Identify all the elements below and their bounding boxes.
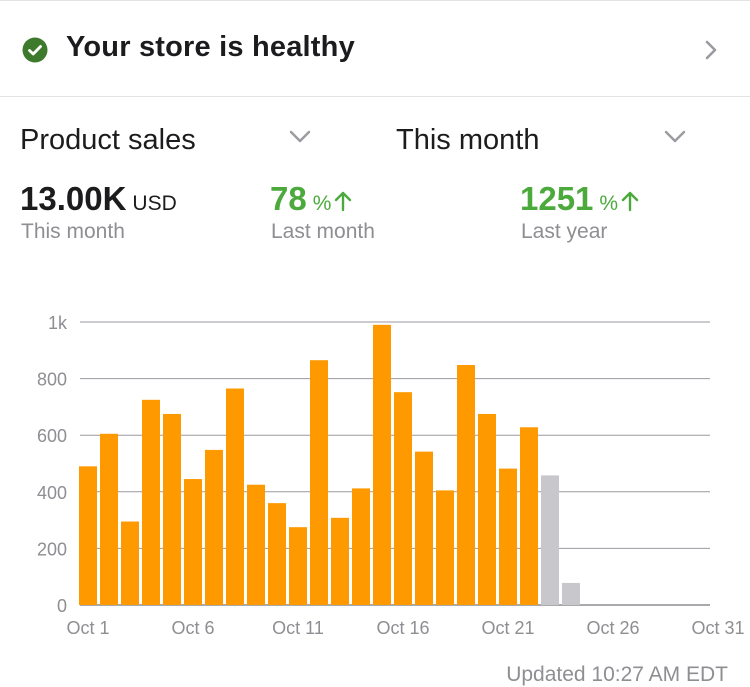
y-tick-label: 0 bbox=[57, 596, 67, 616]
y-tick-label: 600 bbox=[37, 426, 67, 446]
sales-bar bbox=[226, 388, 244, 605]
arrow-up-icon bbox=[335, 191, 352, 212]
x-tick-label: Oct 31 bbox=[691, 618, 744, 638]
sales-bar bbox=[247, 484, 265, 605]
last-month-label: Last month bbox=[271, 220, 375, 243]
metric-selector[interactable]: Product sales bbox=[20, 118, 320, 162]
store-health-text: Your store is healthy bbox=[66, 31, 355, 63]
x-tick-label: Oct 21 bbox=[481, 618, 534, 638]
period-selector[interactable]: This month bbox=[396, 118, 696, 162]
last-year-change-value: 1251 bbox=[520, 180, 594, 217]
sales-bar bbox=[394, 392, 412, 605]
chevron-right-icon[interactable] bbox=[702, 38, 720, 62]
chevron-down-icon bbox=[664, 130, 686, 143]
x-tick-label: Oct 1 bbox=[66, 618, 109, 638]
last-year-change: 1251% bbox=[520, 180, 640, 218]
x-tick-label: Oct 11 bbox=[272, 618, 324, 638]
sales-bar bbox=[373, 324, 391, 605]
last-year-label: Last year bbox=[521, 220, 608, 243]
sales-bar bbox=[142, 399, 160, 605]
sales-bar bbox=[520, 427, 538, 605]
x-tick-label: Oct 26 bbox=[586, 618, 639, 638]
sales-bar bbox=[100, 433, 118, 605]
last-month-change-unit: % bbox=[312, 192, 332, 215]
sales-bar bbox=[205, 449, 223, 605]
sales-total-value: 13.00K bbox=[20, 180, 127, 217]
y-tick-label: 1k bbox=[48, 313, 68, 333]
daily-sales-bar-chart: 0 200 400 600 800 1k Oct 1 Oct 6 Oct 11 Oct 16 Oct… bbox=[37, 313, 745, 638]
arrow-up-icon bbox=[621, 191, 639, 212]
x-tick-label: Oct 16 bbox=[376, 618, 429, 638]
sales-bar bbox=[478, 413, 496, 605]
sales-bar bbox=[121, 521, 139, 605]
y-tick-label: 200 bbox=[37, 539, 67, 559]
sales-bar bbox=[457, 365, 475, 605]
sales-total: 13.00K USD bbox=[20, 180, 177, 218]
y-tick-label: 400 bbox=[37, 483, 67, 503]
last-year-change-unit: % bbox=[599, 192, 619, 215]
sales-bar bbox=[289, 527, 307, 605]
metric-selector-label: Product sales bbox=[20, 124, 196, 156]
sales-bar bbox=[163, 413, 181, 605]
sales-total-label: This month bbox=[21, 220, 125, 243]
projected-sales-bar bbox=[541, 475, 559, 605]
sales-bar bbox=[331, 517, 349, 605]
store-health-row[interactable]: Your store is healthy bbox=[0, 0, 750, 97]
updated-timestamp: Updated 10:27 AM EDT bbox=[506, 663, 728, 686]
projected-sales-bar bbox=[562, 582, 580, 605]
sales-bar bbox=[415, 451, 433, 605]
last-month-change-value: 78 bbox=[270, 180, 307, 217]
check-circle-icon bbox=[22, 37, 48, 63]
sales-total-unit: USD bbox=[132, 192, 177, 215]
sales-bar bbox=[436, 490, 454, 605]
sales-bar bbox=[184, 479, 202, 605]
sales-bar bbox=[499, 468, 517, 605]
sales-bar bbox=[352, 488, 370, 605]
sales-bar bbox=[79, 466, 97, 605]
chevron-down-icon bbox=[289, 130, 311, 143]
sales-bar bbox=[310, 360, 328, 605]
x-tick-label: Oct 6 bbox=[171, 618, 214, 638]
y-tick-label: 800 bbox=[37, 370, 67, 390]
period-selector-label: This month bbox=[396, 124, 540, 156]
last-month-change: 78% bbox=[270, 180, 353, 218]
sales-bar bbox=[268, 503, 286, 605]
